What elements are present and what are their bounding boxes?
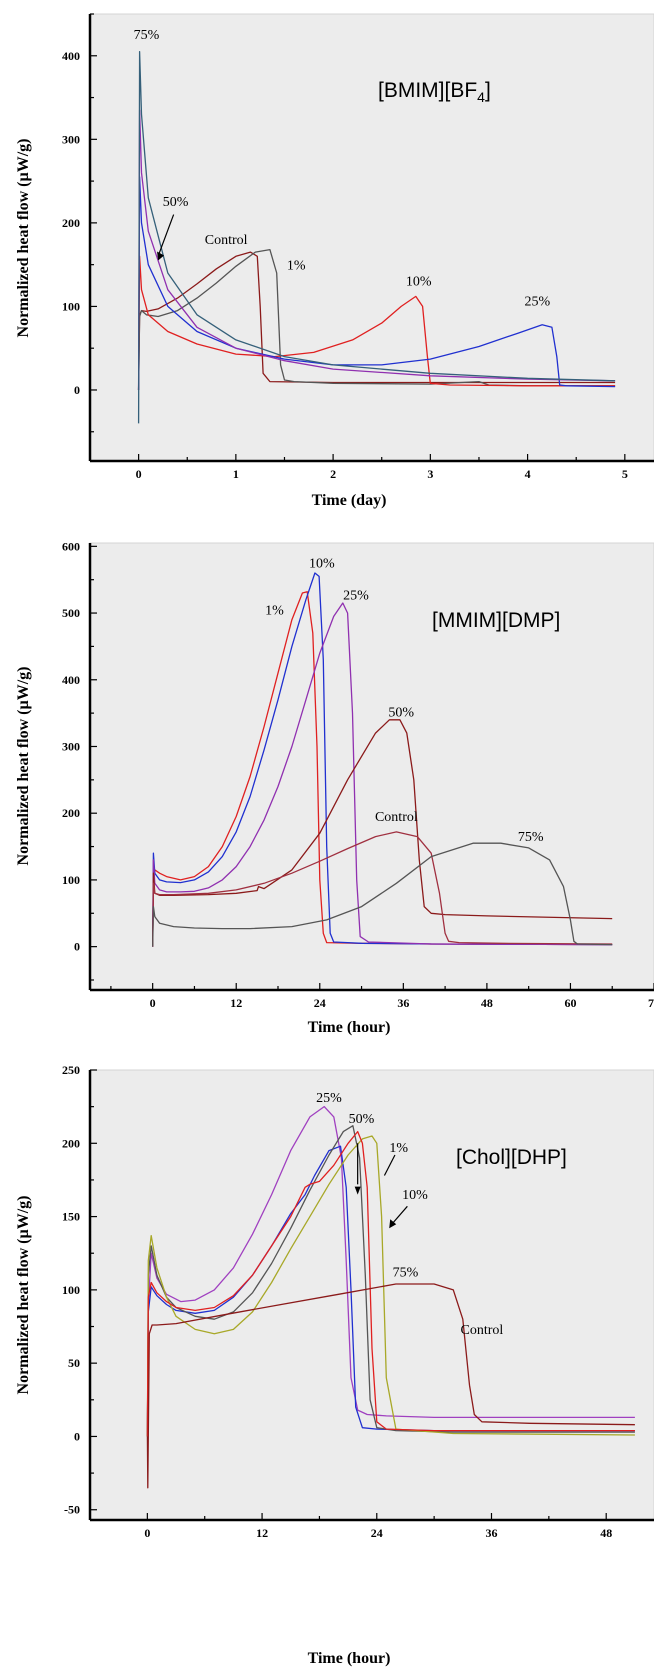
- arrowhead: [157, 251, 165, 261]
- x-tick-label: 12: [230, 996, 242, 1010]
- y-tick-label: 400: [62, 673, 80, 687]
- series-line-5: [137, 109, 616, 391]
- series-line-6: [152, 842, 613, 947]
- y-axis-label: Normalized heat flow (µW/g): [15, 139, 32, 338]
- y-tick-label: 300: [62, 739, 80, 753]
- chart-title-main: [MMIM][DMP]: [432, 609, 560, 632]
- x-tick-label: 3: [427, 467, 433, 481]
- y-tick-label: 500: [62, 606, 80, 620]
- annotation-arrow: [157, 214, 175, 257]
- y-tick-label: 300: [62, 132, 80, 146]
- x-tick-label: 4: [525, 467, 531, 481]
- series-line-4: [146, 1135, 635, 1437]
- x-tick-label: 2: [330, 467, 336, 481]
- series-line-5: [146, 1130, 635, 1437]
- x-tick-label: 0: [150, 996, 156, 1010]
- x-tick-label: 60: [564, 996, 576, 1010]
- x-tick-label: 48: [600, 1526, 612, 1540]
- series-annotation: 50%: [163, 195, 189, 210]
- chart-title: [BMIM][BF4]: [378, 79, 491, 105]
- plot-area: [89, 13, 654, 462]
- chart-title-close: ]: [485, 79, 491, 102]
- chart-panel-3: -50 0 50 100 150 200 250 0 12 24 36 48 25% 50% 1% 10% 75…: [15, 1063, 654, 1667]
- series-annotation: 50%: [349, 1112, 375, 1127]
- series-line-3: [152, 602, 613, 947]
- series-annotation: 25%: [316, 1091, 342, 1106]
- series-annotation: 25%: [524, 295, 550, 310]
- series-annotation: 10%: [402, 1188, 428, 1203]
- x-tick-label: 5: [622, 467, 628, 481]
- x-axis-label: Time (hour): [308, 1019, 391, 1036]
- x-tick-label: 12: [256, 1526, 268, 1540]
- x-tick-label: 36: [485, 1526, 497, 1540]
- y-tick-label: 0: [74, 383, 80, 397]
- y-tick-label: 150: [62, 1210, 80, 1224]
- annotation-arrow: [391, 1205, 408, 1225]
- chart-title-main: [BMIM][BF: [378, 79, 477, 102]
- chart-title-subscript: 4: [477, 89, 485, 105]
- x-tick-label: 36: [397, 996, 409, 1010]
- x-tick-label: 0: [144, 1526, 150, 1540]
- x-tick-label: 72: [648, 996, 654, 1010]
- y-tick-label: 400: [62, 49, 80, 63]
- chart-panel-2: 0 100 200 300 400 500 600 0 12 24 36 48 60 72 1% 10% 25%…: [15, 539, 654, 1036]
- y-tick-label: 100: [62, 873, 80, 887]
- series-line-5: [152, 831, 613, 947]
- series-annotation: 1%: [265, 603, 284, 618]
- y-tick-label: 200: [62, 806, 80, 820]
- y-tick-label: 100: [62, 1283, 80, 1297]
- series-line-2: [146, 1145, 635, 1437]
- y-tick-label: 0: [74, 940, 80, 954]
- chart-title: [Chol][DHP]: [456, 1146, 567, 1169]
- series-line-4: [137, 176, 616, 391]
- x-tick-label: 0: [136, 467, 142, 481]
- plot-area: [89, 542, 654, 991]
- chart-title-main: [Chol][DHP]: [456, 1146, 567, 1169]
- series-annotation: 1%: [389, 1141, 408, 1156]
- y-tick-label: 50: [68, 1356, 80, 1370]
- series-annotation: Control: [461, 1323, 504, 1338]
- y-tick-label: 200: [62, 1136, 80, 1150]
- series-annotation: Control: [205, 233, 248, 248]
- x-tick-label: 24: [371, 1526, 383, 1540]
- x-tick-label: 48: [481, 996, 493, 1010]
- series-line-1: [152, 591, 613, 947]
- series-annotation: 25%: [343, 589, 369, 604]
- series-annotation: Control: [375, 810, 418, 825]
- y-axis-label: Normalized heat flow (µW/g): [15, 1196, 32, 1395]
- series-annotation: 75%: [393, 1266, 419, 1281]
- series-annotation: 75%: [134, 28, 160, 43]
- y-tick-label: 250: [62, 1063, 80, 1077]
- plot-area: [89, 1069, 654, 1521]
- x-tick-label: 24: [314, 996, 326, 1010]
- y-tick-label: 200: [62, 216, 80, 230]
- chart-panel-1: 0 100 200 300 400 0 1 2 3 4 5 75% 50% Control 1% 10% 25%…: [15, 13, 654, 509]
- y-tick-label: -50: [64, 1503, 80, 1517]
- x-axis-label: Time (hour): [308, 1650, 391, 1667]
- series-line-6: [146, 1283, 635, 1489]
- series-line-2: [152, 572, 613, 947]
- y-tick-label: 600: [62, 539, 80, 553]
- arrowhead: [354, 1186, 361, 1195]
- series-line-3: [146, 1125, 635, 1437]
- series-annotation: 50%: [388, 705, 414, 720]
- series-line-2: [137, 248, 616, 391]
- chart-title: [MMIM][DMP]: [432, 609, 560, 632]
- series-line-3: [137, 255, 616, 391]
- series-line-6: [137, 50, 616, 424]
- x-tick-label: 1: [233, 467, 239, 481]
- series-annotation: 10%: [406, 275, 432, 290]
- x-axis-label: Time (day): [312, 492, 387, 509]
- series-line-1: [137, 251, 616, 391]
- arrowhead: [389, 1219, 397, 1229]
- y-axis-label: Normalized heat flow (µW/g): [15, 667, 32, 866]
- y-tick-label: 0: [74, 1429, 80, 1443]
- series-annotation: 75%: [518, 830, 544, 845]
- y-tick-label: 100: [62, 299, 80, 313]
- series-annotation: 1%: [287, 259, 306, 274]
- series-annotation: 10%: [309, 557, 335, 572]
- annotation-arrow: [383, 1154, 396, 1176]
- series-line-4: [152, 719, 613, 947]
